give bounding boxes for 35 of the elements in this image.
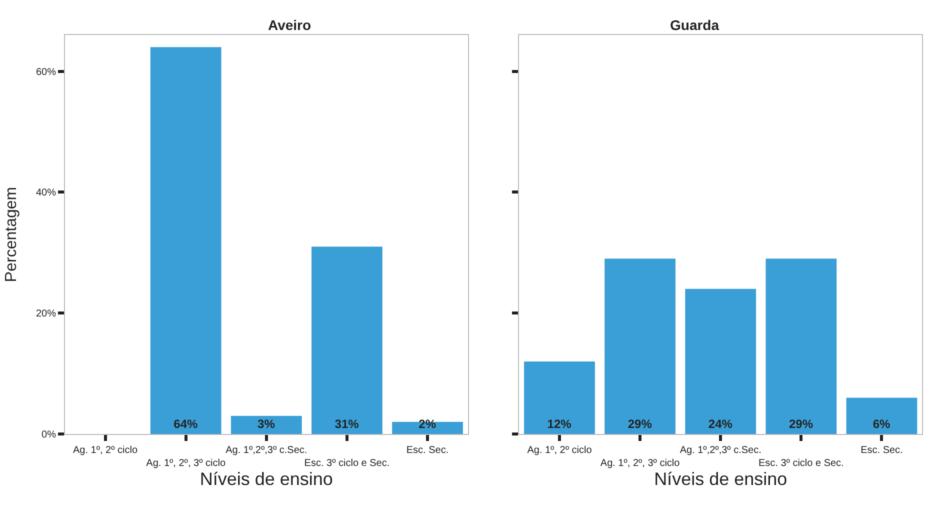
x-tick-label: Ag. 1º, 2º ciclo [527, 445, 592, 456]
bar [685, 288, 756, 434]
bar [604, 258, 676, 434]
data-label: 29% [788, 417, 814, 431]
chart-title: Guarda [670, 17, 720, 33]
data-label: 6% [872, 417, 891, 431]
x-tick-label: Ag. 1º,2º,3º c.Sec. [680, 445, 762, 456]
x-tick-label: Ag. 1º, 2º, 3º ciclo [146, 458, 226, 469]
bar [766, 258, 837, 434]
x-tick-label: Esc. 3º ciclo e Sec. [304, 458, 390, 469]
x-tick-label: Esc. Sec. [406, 445, 449, 456]
x-tick-label: Ag. 1º, 2º, 3º ciclo [600, 458, 680, 469]
y-axis-title: Percentagem [2, 186, 20, 282]
y-tick-label: 0% [42, 430, 56, 440]
x-tick-label: Esc. Sec. [860, 445, 903, 456]
y-tick-label: 20% [36, 308, 56, 320]
bar [524, 361, 595, 434]
data-label: 64% [174, 417, 198, 431]
bar [230, 416, 302, 434]
data-label: 12% [547, 417, 572, 431]
data-label: 3% [258, 417, 276, 431]
data-label: 24% [708, 417, 733, 431]
y-tick-label: 60% [36, 66, 56, 78]
x-axis-title: Níveis de ensino [200, 469, 333, 490]
x-axis-title: Níveis de ensino [654, 469, 788, 490]
bar [312, 246, 382, 434]
y-tick-label: 40% [36, 188, 56, 199]
x-tick-label: Ag. 1º,2º,3º c.Sec. [226, 445, 308, 456]
chart-title: Aveiro [268, 17, 312, 33]
data-label: 29% [628, 417, 652, 431]
data-label: 31% [334, 417, 360, 431]
bar [150, 47, 222, 434]
x-tick-label: Esc. 3º ciclo e Sec. [758, 458, 844, 469]
x-tick-label: Ag. 1º, 2º ciclo [73, 445, 138, 456]
bar [846, 398, 918, 434]
